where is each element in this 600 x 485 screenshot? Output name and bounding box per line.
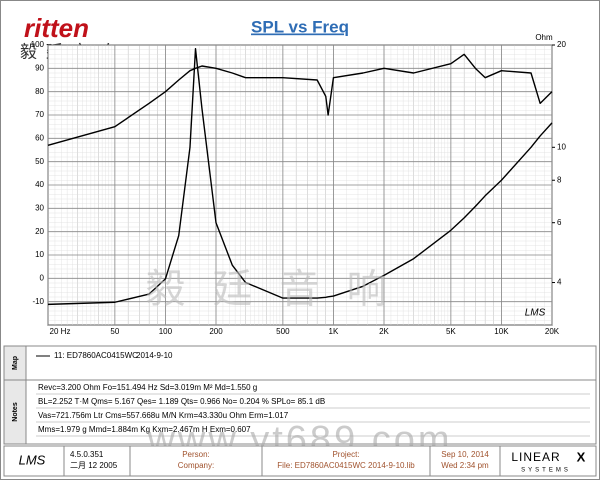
- notes-lines: Revc=3.200 Ohm Fo=151.494 Hz Sd=3.019m M…: [36, 383, 590, 437]
- x-tick-label: 20K: [545, 327, 560, 336]
- x-tick-label: 50: [110, 327, 119, 336]
- map-entry-date: 2014-9-10: [136, 351, 173, 360]
- x-tick-label: 2K: [379, 327, 389, 336]
- y-tick-label: 50: [35, 157, 44, 166]
- y-tick-label: 30: [35, 203, 44, 212]
- note-line: Vas=721.756m Ltr Cms=557.668u M/N Krm=43…: [38, 411, 289, 420]
- y-tick-label: 40: [35, 180, 44, 189]
- y2-title: Ohm: [535, 33, 553, 42]
- chart-title: SPL vs Freq: [251, 17, 349, 36]
- person-label: Person:: [182, 450, 210, 459]
- version: 4.5.0.351: [70, 450, 104, 459]
- x-tick-label: 100: [159, 327, 173, 336]
- note-line: Revc=3.200 Ohm Fo=151.494 Hz Sd=3.019m M…: [38, 383, 257, 392]
- x-tick-label: 10K: [494, 327, 509, 336]
- time: Wed 2:34 pm: [441, 461, 489, 470]
- y2-tick-label: 20: [557, 40, 566, 49]
- notes-label: Notes: [12, 402, 19, 422]
- x-tick-label: 1K: [329, 327, 339, 336]
- logo: ritten: [24, 13, 89, 43]
- plot-logo: LMS: [525, 308, 546, 319]
- build: 二月 12 2005: [70, 461, 118, 470]
- notes-box: [3, 379, 597, 445]
- y2-tick-label: 10: [557, 142, 566, 151]
- y-tick-label: 0: [40, 273, 45, 282]
- date: Sep 10, 2014: [441, 450, 489, 459]
- footer: [3, 445, 597, 477]
- brand: LINEAR: [511, 450, 560, 464]
- y-tick-label: -10: [32, 297, 44, 306]
- note-line: Mms=1.979 g Mmd=1.884m Kg Kxm=2.467m H E…: [38, 425, 251, 434]
- y-tick-label: 100: [31, 40, 45, 49]
- y2-tick-label: 6: [557, 218, 562, 227]
- map-label: Map: [12, 356, 19, 370]
- brand-x: X: [577, 449, 586, 464]
- note-line: BL=2.252 T·M Qms= 5.167 Qes= 1.189 Qts= …: [38, 397, 325, 406]
- y2-tick-label: 8: [557, 175, 562, 184]
- file: File: ED7860AC0415WC 2014-9-10.lib: [277, 461, 415, 470]
- y-tick-label: 70: [35, 110, 44, 119]
- plot: 20 Hz 50 100 200 500 1K 2K 5K 10K 20K -10 0 10 20 30 40…: [31, 40, 567, 336]
- x-tick-label: 500: [276, 327, 290, 336]
- y-tick-label: 10: [35, 250, 44, 259]
- notes-tab: [3, 379, 27, 445]
- map-entry: 11: ED7860AC0415WC: [54, 351, 138, 360]
- x-tick-label: 200: [209, 327, 223, 336]
- y-tick-label: 80: [35, 87, 44, 96]
- y-tick-label: 90: [35, 63, 44, 72]
- footer-logo: LMS: [19, 452, 46, 467]
- company-label: Company:: [178, 461, 214, 470]
- y2-tick-label: 4: [557, 278, 562, 287]
- y-tick-label: 20: [35, 227, 44, 236]
- x-tick-label: 20 Hz: [50, 327, 71, 336]
- project-label: Project:: [332, 450, 359, 459]
- y-tick-label: 60: [35, 133, 44, 142]
- brand-sub: SYSTEMS: [521, 468, 571, 474]
- x-tick-label: 5K: [446, 327, 456, 336]
- series-line: [47, 48, 553, 306]
- series-line: [47, 53, 553, 147]
- watermark-chinese: 毅 廷 音 响: [145, 268, 394, 312]
